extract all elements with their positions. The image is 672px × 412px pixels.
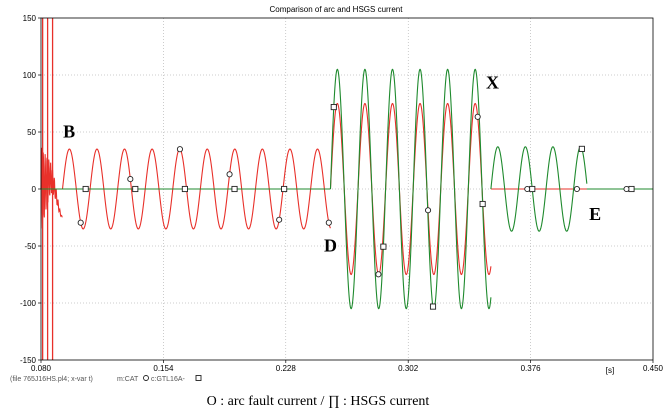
y-tick-label: -150 (20, 356, 37, 365)
series-1-segment-1 (329, 68, 492, 310)
hsgs-marker (330, 104, 337, 111)
y-tick-label: 100 (23, 71, 37, 80)
hsgs-marker (429, 303, 437, 310)
series-0-segment-0 (40, 147, 63, 229)
legend-circle-marker (143, 375, 149, 381)
hsgs-marker (479, 200, 486, 208)
annotation-b: B (63, 122, 75, 142)
arc-marker (226, 171, 233, 178)
x-tick-label: 0.228 (276, 364, 297, 373)
x-tick-label: 0.302 (398, 364, 419, 373)
arc-marker (623, 185, 630, 193)
series-0-segment-1 (61, 148, 331, 230)
arc-marker (474, 113, 481, 120)
arc-marker (524, 185, 531, 193)
markers-layer (77, 104, 635, 310)
hsgs-marker (529, 185, 536, 193)
annotation-d: D (324, 236, 337, 256)
y-tick-label: 0 (32, 185, 37, 194)
legend-square-marker (195, 375, 202, 381)
legend-hsgs-series: c:GTL16A- (151, 376, 186, 383)
hsgs-marker (132, 185, 139, 193)
footer-legend: O : arc fault current / ∏ : HSGS current (207, 394, 430, 409)
chart-title: Comparison of arc and HSGS current (270, 5, 404, 14)
annotation-x: X (486, 73, 499, 93)
y-tick-label: -100 (20, 299, 37, 308)
arc-marker (325, 219, 332, 226)
series-1-segment-2 (490, 146, 588, 232)
x-tick-label: 0.154 (153, 364, 174, 373)
ticks-layer: 0.080 0.154 0.228 0.302 0.376 0.450 150 100 50 0 -… (20, 14, 664, 373)
arc-marker (573, 185, 580, 193)
hsgs-marker (231, 185, 238, 193)
hsgs-marker (82, 185, 89, 193)
y-tick-label: 150 (23, 14, 37, 23)
hsgs-marker (380, 243, 387, 250)
arc-marker (424, 207, 432, 214)
annotation-e: E (589, 204, 601, 224)
arc-marker (176, 146, 183, 153)
arc-marker (276, 216, 283, 223)
arc-marker (127, 176, 134, 183)
legend-arc-series: m:CAT (117, 376, 139, 383)
y-tick-label: 50 (27, 128, 36, 137)
x-tick-label: 0.450 (643, 364, 664, 373)
arc-marker (375, 271, 382, 278)
arc-marker (77, 219, 84, 226)
hsgs-marker (628, 185, 635, 193)
hsgs-marker (181, 185, 188, 193)
annotations: B D X E (63, 73, 601, 256)
x-tick-label: 0.080 (31, 364, 52, 373)
hsgs-marker (578, 145, 585, 152)
hsgs-marker (281, 185, 288, 193)
x-tick-label: 0.376 (521, 364, 542, 373)
y-tick-label: -50 (24, 242, 36, 251)
file-label: (file 765J16HS.pl4; x-var t) (10, 376, 93, 383)
x-axis-unit: [s] (606, 366, 614, 375)
